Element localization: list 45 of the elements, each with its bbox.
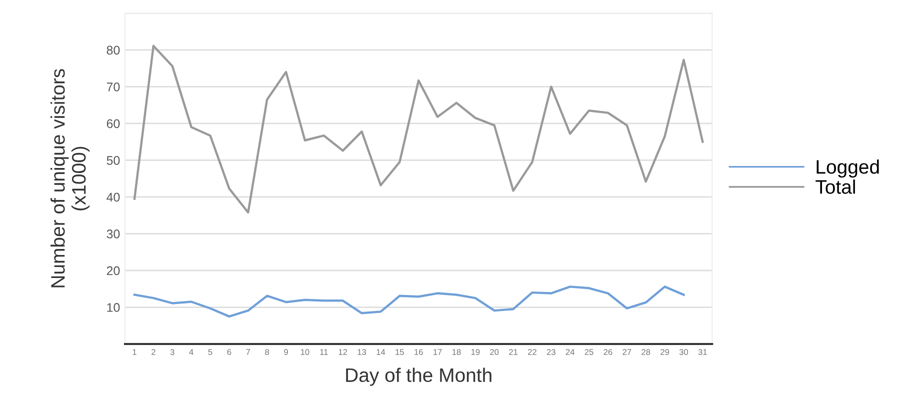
x-tick-label: 7 xyxy=(246,349,250,355)
x-tick-label: 19 xyxy=(471,349,480,355)
line-series xyxy=(133,286,685,318)
x-axis-title: Day of the Month xyxy=(346,368,492,386)
x-tick-label: 12 xyxy=(338,349,348,355)
x-tick-label: 14 xyxy=(376,349,386,355)
line-series xyxy=(133,44,704,214)
y-axis-title: Number of unique visitors (x1000) xyxy=(50,69,90,288)
x-tick-label: 28 xyxy=(642,349,650,355)
x-tick-label: 18 xyxy=(452,349,461,355)
x-tick-label: 23 xyxy=(546,349,556,355)
legend-label: Logged xyxy=(816,160,879,178)
x-tick-label: 22 xyxy=(528,349,536,355)
y-tick-label: 40 xyxy=(106,192,120,202)
x-tick-label: 13 xyxy=(358,349,366,355)
x-tick-label: 25 xyxy=(584,349,594,355)
x-tick-label: 1 xyxy=(132,349,136,355)
x-tick-label: 30 xyxy=(679,349,688,355)
x-tick-label: 17 xyxy=(434,349,442,355)
x-tick-label: 8 xyxy=(265,349,270,355)
x-tick-label: 9 xyxy=(284,349,288,355)
y-tick-label: 70 xyxy=(106,82,120,92)
x-tick-label: 4 xyxy=(189,349,194,355)
legend-label: Total xyxy=(816,180,855,194)
x-tick-label: 11 xyxy=(320,349,328,355)
x-tick-label: 16 xyxy=(414,349,423,355)
x-tick-label: 20 xyxy=(490,349,499,355)
y-tick-label: 20 xyxy=(106,266,120,276)
y-tick-label: 60 xyxy=(106,119,120,128)
x-tick-label: 27 xyxy=(622,349,632,355)
x-tick-label: 26 xyxy=(604,349,612,355)
x-tick-label: 2 xyxy=(152,349,156,355)
x-tick-label: 5 xyxy=(208,349,212,355)
x-tick-label: 21 xyxy=(509,349,518,355)
x-tick-label: 24 xyxy=(566,349,574,355)
x-tick-label: 31 xyxy=(698,349,707,355)
x-tick-label: 10 xyxy=(300,349,310,355)
x-tick-label: 29 xyxy=(660,349,670,355)
y-tick-label: 10 xyxy=(107,303,120,312)
x-tick-label: 6 xyxy=(227,349,232,355)
y-tick-label: 50 xyxy=(106,156,120,165)
y-tick-label: 80 xyxy=(106,46,120,55)
x-tick-label: 15 xyxy=(396,349,404,355)
y-tick-label: 30 xyxy=(106,230,120,238)
x-tick-label: 3 xyxy=(170,349,174,355)
